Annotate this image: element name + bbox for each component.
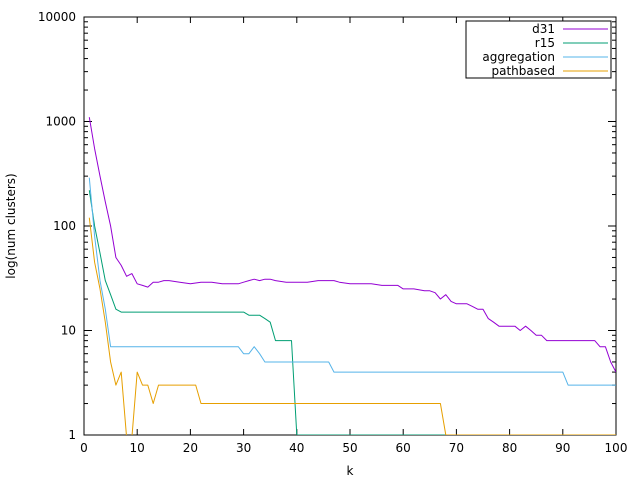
series-line-d31 [88,117,616,373]
x-tick-label: 30 [236,441,251,455]
legend-label-d31: d31 [532,22,555,36]
series-line-pathbased [88,217,616,435]
y-tick-label: 10 [61,324,76,338]
x-tick-label: 40 [289,441,304,455]
x-tick-label: 90 [555,441,570,455]
legend: d31 r15 aggregation pathbased [465,20,612,79]
series-line-aggregation [88,177,616,386]
x-tick-label: 70 [449,441,464,455]
y-tick-label: 1 [68,428,76,442]
y-tick-label: 100 [53,219,76,233]
legend-label-aggregation: aggregation [482,50,555,64]
x-tick-label: 10 [130,441,145,455]
legend-label-r15: r15 [535,36,555,50]
x-axis-label: k [347,464,354,478]
legend-label-pathbased: pathbased [491,64,555,78]
x-tick-label: 60 [396,441,411,455]
y-tick-label: 10000 [38,10,76,24]
y-axis-label: log(num clusters) [4,173,18,278]
x-tick-label: 20 [183,441,198,455]
x-tick-label: 80 [502,441,517,455]
y-tick-label: 1000 [45,115,76,129]
x-tick-label: 0 [80,441,88,455]
x-tick-label: 50 [342,441,357,455]
series-line-r15 [88,190,616,435]
legend-box [465,20,612,79]
series-group [88,117,616,435]
x-tick-label: 100 [605,441,628,455]
